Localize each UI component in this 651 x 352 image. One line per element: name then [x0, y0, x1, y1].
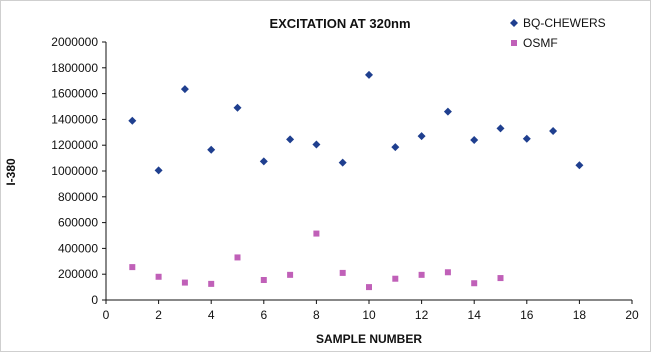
y-tick-label: 200000 [58, 267, 98, 281]
y-tick-label: 1000000 [51, 164, 98, 178]
data-point-diamond [391, 143, 400, 152]
data-point-diamond [365, 70, 373, 79]
series-bq-chewers [128, 70, 584, 175]
y-tick-label: 400000 [58, 241, 98, 255]
x-tick-label: 8 [313, 308, 320, 322]
data-point-square [234, 254, 241, 261]
data-point-square [260, 277, 267, 284]
x-tick-label: 10 [362, 308, 376, 322]
x-tick-label: 4 [208, 308, 215, 322]
data-point-diamond [496, 124, 505, 133]
chart-title: EXCITATION AT 320nm [269, 16, 410, 31]
data-point-diamond [233, 103, 242, 112]
legend-label: BQ-CHEWERS [523, 16, 606, 30]
data-point-diamond [128, 116, 137, 125]
data-point-diamond [549, 127, 558, 136]
y-tick-label: 600000 [58, 216, 98, 230]
x-tick-label: 12 [415, 308, 429, 322]
legend: BQ-CHEWERS OSMF [510, 16, 606, 50]
x-axis-title: SAMPLE NUMBER [316, 332, 422, 346]
data-point-diamond [180, 85, 189, 94]
data-point-square [497, 275, 504, 282]
data-point-diamond [417, 132, 426, 141]
data-point-diamond [338, 158, 347, 167]
data-point-square [366, 284, 372, 291]
legend-marker-square [511, 40, 517, 46]
legend-label: OSMF [523, 36, 558, 50]
y-tick-label: 0 [91, 293, 98, 307]
data-point-diamond [575, 161, 584, 170]
data-point-square [181, 279, 188, 286]
series-osmf [129, 230, 504, 291]
y-tick-label: 1800000 [51, 61, 98, 75]
x-tick-label: 18 [573, 308, 587, 322]
x-tick-label: 2 [155, 308, 162, 322]
x-tick-label: 20 [625, 308, 639, 322]
data-point-square [392, 275, 399, 282]
y-tick-label: 1600000 [51, 87, 98, 101]
data-point-square [313, 230, 320, 237]
y-tick-label: 1200000 [51, 138, 98, 152]
data-point-square [155, 273, 162, 280]
data-point-square [287, 271, 294, 278]
y-axis-title: I-380 [4, 158, 18, 186]
x-tick-label: 14 [468, 308, 482, 322]
data-point-square [418, 271, 425, 278]
data-point-diamond [312, 140, 321, 149]
data-point-diamond [443, 107, 452, 116]
data-point-diamond [154, 166, 163, 175]
data-points [128, 70, 584, 291]
data-point-diamond [259, 157, 268, 166]
data-point-square [208, 280, 215, 287]
x-tick-label: 16 [520, 308, 534, 322]
y-tick-label: 1400000 [51, 112, 98, 126]
data-point-diamond [522, 134, 531, 143]
data-point-diamond [286, 135, 295, 144]
data-point-square [339, 269, 346, 276]
data-point-square [444, 269, 451, 276]
axes: 0 200000 400000 600000 800000 1000000 1200000 1… [51, 35, 639, 322]
data-point-square [471, 280, 478, 287]
legend-marker-diamond [510, 19, 518, 27]
x-tick-label: 0 [103, 308, 110, 322]
data-point-diamond [470, 136, 479, 145]
data-point-square [129, 264, 136, 271]
y-tick-label: 800000 [58, 190, 98, 204]
x-tick-label: 6 [260, 308, 267, 322]
y-tick-label: 2000000 [51, 35, 98, 49]
data-point-diamond [207, 145, 216, 154]
